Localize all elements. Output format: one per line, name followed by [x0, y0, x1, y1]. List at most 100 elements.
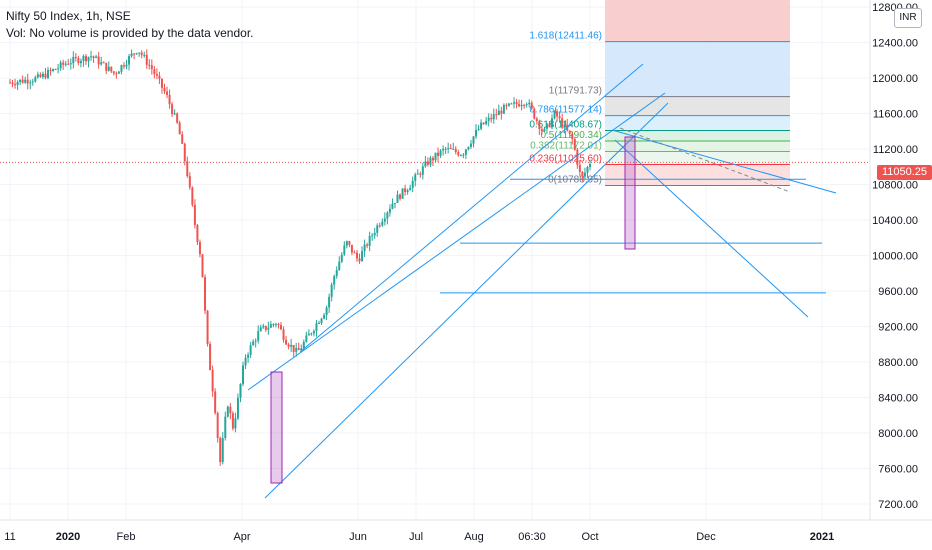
candle-body [120, 65, 123, 72]
trendline[interactable] [247, 92, 666, 391]
candle-body [21, 79, 24, 83]
candle-body [244, 357, 247, 366]
candle-body [338, 261, 341, 271]
candle-body [287, 344, 290, 347]
candle-body [312, 330, 315, 334]
candle-body [285, 339, 288, 345]
candle-body [74, 56, 77, 59]
highlight-box[interactable] [624, 136, 636, 250]
candle-body [449, 147, 452, 150]
candle-body [107, 66, 110, 71]
trendline[interactable] [299, 63, 644, 353]
candle-body [168, 94, 171, 105]
candle-body [181, 134, 184, 144]
candle-body [545, 123, 548, 129]
x-tick-label: 11 [4, 531, 15, 543]
trendline[interactable] [614, 139, 809, 318]
candle-body [274, 324, 277, 326]
candle-body [259, 327, 262, 332]
candle-body [586, 167, 589, 173]
y-tick-label: 7600.00 [878, 464, 918, 476]
candle-body [421, 166, 424, 175]
fib-level-label: 0.382(11172.01) [530, 141, 602, 152]
candle-body [247, 354, 250, 358]
candle-body [429, 157, 432, 165]
candle-body [24, 79, 27, 83]
candle-body [140, 52, 143, 56]
candle-body [178, 122, 181, 135]
candle-body [297, 348, 300, 351]
candle-body [79, 60, 82, 64]
trendline[interactable] [611, 129, 837, 194]
candle-body [166, 91, 169, 95]
candle-body [393, 203, 396, 205]
candle-body [482, 122, 485, 125]
candle-body [424, 161, 427, 167]
x-tick-label: Jul [409, 531, 423, 543]
candle-body [500, 110, 503, 114]
candle-body [310, 333, 313, 335]
candle-body [523, 104, 526, 106]
candle-body [477, 128, 480, 130]
candle-body [257, 331, 260, 341]
candle-body [373, 232, 376, 236]
candle-body [386, 212, 389, 219]
candle-body [335, 270, 338, 277]
candle-body [378, 225, 381, 227]
candle-body [464, 149, 467, 155]
candle-body [307, 333, 310, 336]
y-tick-label: 10000.00 [872, 251, 918, 263]
x-tick-label: Oct [581, 531, 598, 543]
highlight-box[interactable] [270, 371, 283, 484]
candle-body [558, 116, 561, 119]
candle-body [133, 53, 136, 55]
candle-body [34, 77, 37, 82]
candle-body [77, 58, 80, 64]
candle-body [95, 56, 98, 58]
candle-body [561, 118, 564, 128]
trendline[interactable] [264, 102, 669, 499]
fib-zone [605, 96, 790, 116]
y-tick-label: 10800.00 [872, 180, 918, 192]
candle-body [16, 82, 19, 86]
candle-body [36, 74, 39, 78]
chart-legend: Nifty 50 Index, 1h, NSE Vol: No volume i… [6, 8, 253, 42]
candle-body [480, 122, 483, 129]
candle-body [138, 52, 141, 54]
candle-body [315, 323, 318, 331]
candle-body [221, 438, 224, 463]
candle-body [282, 329, 285, 340]
candle-body [224, 416, 227, 439]
candle-body [198, 242, 201, 255]
candle-body [153, 69, 156, 75]
candle-body [343, 245, 346, 255]
fib-level-label: 1(11791.73) [549, 86, 602, 97]
candle-body [145, 54, 148, 65]
candle-body [462, 154, 465, 156]
x-tick-label: 2020 [56, 531, 80, 543]
candle-body [543, 128, 546, 132]
candle-body [229, 406, 232, 414]
candle-body [290, 344, 293, 347]
candle-body [59, 62, 62, 69]
candle-body [507, 103, 510, 106]
y-tick-label: 10400.00 [872, 215, 918, 227]
candle-body [355, 252, 358, 259]
candle-body [333, 276, 336, 285]
candle-body [388, 208, 391, 213]
candle-body [206, 310, 209, 344]
candle-body [277, 324, 280, 326]
candle-body [510, 103, 513, 105]
candle-body [515, 102, 518, 105]
candle-body [454, 148, 457, 153]
candle-body [317, 322, 320, 324]
candle-body [173, 113, 176, 115]
candle-body [84, 56, 87, 62]
trendline[interactable] [619, 127, 791, 193]
candle-body [128, 56, 131, 65]
currency-badge[interactable]: INR [894, 8, 922, 28]
candle-body [292, 344, 295, 352]
candle-body [457, 152, 460, 156]
